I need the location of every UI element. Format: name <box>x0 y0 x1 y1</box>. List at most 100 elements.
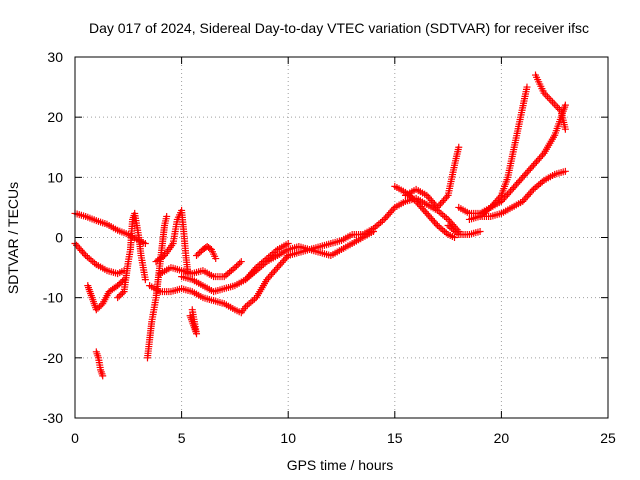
data-point-marker <box>528 187 536 195</box>
chart-title: Day 017 of 2024, Sidereal Day-to-day VTE… <box>89 20 589 36</box>
x-tick-label: 15 <box>387 430 403 446</box>
data-point-marker <box>163 212 171 220</box>
y-tick-label: -20 <box>43 350 63 366</box>
data-point-marker <box>433 203 441 211</box>
data-point-marker <box>96 303 104 311</box>
x-tick-label: 25 <box>600 430 616 446</box>
data-point-marker <box>159 253 167 261</box>
data-point-marker <box>414 199 422 207</box>
data-point-marker <box>502 192 510 200</box>
data-point-marker <box>420 206 428 214</box>
y-tick-label: -30 <box>43 410 63 426</box>
data-point-marker <box>550 100 558 108</box>
data-point-marker <box>231 264 239 272</box>
data-point-marker <box>417 203 425 211</box>
data-point-marker <box>534 156 542 164</box>
data-point-marker <box>514 178 522 186</box>
data-point-marker <box>513 180 521 188</box>
data-point-marker <box>535 154 543 162</box>
data-point-marker <box>92 306 100 314</box>
data-point-marker <box>418 204 426 212</box>
plot-frame <box>74 56 609 419</box>
data-point-marker <box>114 282 122 290</box>
data-point-marker <box>520 196 528 204</box>
data-point-marker <box>523 168 531 176</box>
data-point-marker <box>438 198 446 206</box>
data-point-marker <box>430 200 438 208</box>
x-tick-label: 0 <box>71 430 79 446</box>
x-tick-label: 10 <box>280 430 296 446</box>
data-point-marker <box>76 245 84 253</box>
data-point-marker <box>80 250 88 258</box>
y-axis-label: SDTVAR / TECUs <box>5 182 21 294</box>
data-point-marker <box>94 304 102 312</box>
data-point-marker <box>430 218 438 226</box>
data-point-marker <box>436 200 444 208</box>
data-point-marker <box>74 243 82 251</box>
data-point-marker <box>264 274 272 282</box>
data-point-marker <box>440 197 448 205</box>
data-point-marker <box>537 153 545 161</box>
x-tick-label: 20 <box>494 430 510 446</box>
data-point-marker <box>519 173 527 181</box>
data-point-marker <box>552 102 560 110</box>
data-point-marker <box>450 234 458 241</box>
data-point-marker <box>234 261 242 269</box>
data-point-marker <box>526 189 534 197</box>
data-point-marker <box>412 197 420 205</box>
data-point-marker <box>118 289 126 297</box>
data-marks <box>71 71 569 380</box>
x-tick-label: 5 <box>178 430 186 446</box>
data-point-marker <box>194 250 202 258</box>
data-point-marker <box>382 214 390 222</box>
data-point-marker <box>389 205 397 213</box>
data-point-marker <box>141 240 149 248</box>
data-point-marker <box>561 101 569 109</box>
data-point-marker <box>117 291 125 299</box>
data-point-marker <box>427 197 435 205</box>
data-point-marker <box>443 193 451 201</box>
data-point-marker <box>269 269 277 277</box>
data-point-marker <box>196 249 204 257</box>
data-point-marker <box>275 262 283 270</box>
data-point-marker <box>523 192 531 200</box>
data-point-marker <box>561 125 569 133</box>
data-point-marker <box>444 215 452 223</box>
data-point-marker <box>500 194 508 202</box>
data-point-marker <box>423 209 431 217</box>
data-point-marker <box>421 208 429 216</box>
data-point-marker <box>507 187 515 195</box>
data-point-marker <box>522 194 530 202</box>
data-point-marker <box>547 96 555 104</box>
data-point-marker <box>423 191 431 199</box>
data-point-marker <box>519 197 527 205</box>
data-point-marker <box>237 258 245 266</box>
data-point-marker <box>516 177 524 185</box>
data-point-marker <box>505 189 513 197</box>
data-point-marker <box>532 158 540 166</box>
data-point-marker <box>503 191 511 199</box>
data-point-marker <box>508 185 516 193</box>
data-point-marker <box>426 195 434 203</box>
data-point-marker <box>266 272 274 280</box>
data-point-marker <box>497 197 505 205</box>
data-point-marker <box>385 210 393 218</box>
y-tick-label: 0 <box>55 230 63 246</box>
y-tick-label: 30 <box>47 49 63 65</box>
data-point-marker <box>531 160 539 168</box>
data-point-marker <box>432 220 440 228</box>
axis-ticks: 0 5 10 15 20 25 -30 -20 -10 0 10 20 30 <box>43 49 616 446</box>
data-point-marker <box>281 255 289 263</box>
data-point-marker <box>455 143 463 151</box>
data-point-marker <box>528 163 536 171</box>
data-point-marker <box>388 207 396 215</box>
data-point-marker <box>278 258 286 266</box>
data-point-marker <box>97 301 105 309</box>
data-point-marker <box>73 241 81 249</box>
data-point-marker <box>424 211 432 219</box>
data-point-marker <box>274 264 282 272</box>
data-point-marker <box>523 83 531 91</box>
data-point-marker <box>272 265 280 273</box>
data-point-marker <box>280 257 288 265</box>
data-point-marker <box>525 166 533 174</box>
